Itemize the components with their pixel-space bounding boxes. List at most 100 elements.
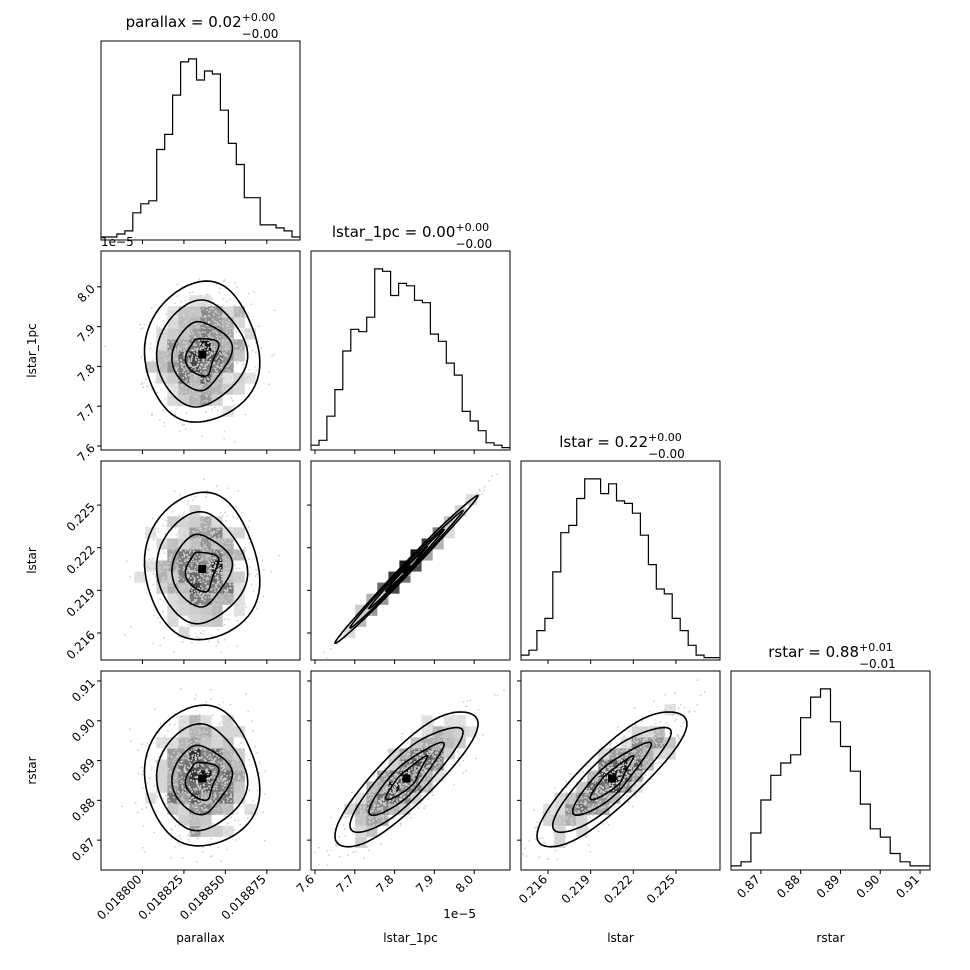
sample-point xyxy=(230,816,233,819)
sample-point xyxy=(424,768,427,771)
sample-point xyxy=(184,299,187,302)
sample-point xyxy=(162,548,164,551)
sample-point xyxy=(206,756,209,758)
sample-point xyxy=(214,564,217,566)
sample-point xyxy=(198,587,201,590)
density-cell xyxy=(178,715,190,727)
sample-point xyxy=(230,361,233,364)
sample-point xyxy=(238,349,241,352)
sample-point xyxy=(573,794,575,797)
sample-point xyxy=(179,763,182,766)
sample-point xyxy=(234,282,237,284)
sample-point xyxy=(189,543,192,546)
sample-point xyxy=(187,616,190,618)
y-tick-label: 8.0 xyxy=(75,282,98,305)
sample-point xyxy=(398,758,401,761)
sample-point xyxy=(233,311,235,314)
sample-point xyxy=(391,792,393,795)
sample-point xyxy=(422,754,425,757)
sample-point xyxy=(227,558,229,561)
density-cell xyxy=(664,704,676,716)
sample-point xyxy=(207,391,210,394)
sample-point xyxy=(446,755,448,758)
sample-point xyxy=(393,791,396,794)
sample-point xyxy=(216,808,219,810)
sample-point xyxy=(210,688,213,691)
sample-point xyxy=(167,562,169,565)
sample-point xyxy=(226,590,229,592)
sample-point xyxy=(168,328,171,330)
density-cell xyxy=(200,814,212,826)
sample-point xyxy=(205,559,208,561)
sample-point xyxy=(372,789,375,792)
sample-point xyxy=(403,768,406,771)
sample-point xyxy=(166,352,169,355)
sample-point xyxy=(428,751,431,754)
sample-point xyxy=(241,354,244,357)
sample-point xyxy=(212,772,215,774)
axes-frame xyxy=(520,460,721,661)
sample-point xyxy=(223,760,226,763)
sample-point xyxy=(355,829,358,832)
sample-point xyxy=(457,757,459,759)
sample-point xyxy=(408,796,410,799)
sample-point xyxy=(412,771,415,774)
density-cell xyxy=(233,383,245,395)
sample-point xyxy=(154,575,157,578)
sample-point xyxy=(207,314,210,317)
sample-point xyxy=(388,773,391,776)
sample-point xyxy=(192,530,194,532)
density-cell xyxy=(200,361,212,373)
sample-point xyxy=(400,796,402,798)
sample-point xyxy=(210,634,213,637)
sample-point xyxy=(358,817,361,820)
sample-point xyxy=(430,752,433,755)
sample-point xyxy=(190,759,193,762)
sample-point xyxy=(382,816,385,819)
density-cell xyxy=(388,759,400,771)
sample-point xyxy=(193,323,196,326)
sample-point xyxy=(204,315,206,318)
sample-point xyxy=(443,726,446,729)
sample-point xyxy=(223,575,226,578)
sample-point xyxy=(216,618,219,620)
sample-point xyxy=(491,475,494,477)
density-cell xyxy=(189,781,201,793)
sample-point xyxy=(453,743,456,746)
sample-point xyxy=(178,514,181,517)
sample-point xyxy=(162,567,165,569)
sample-point xyxy=(193,788,195,790)
sample-point xyxy=(221,349,224,352)
sample-point xyxy=(198,366,201,368)
sample-point xyxy=(219,511,222,514)
sample-point xyxy=(347,854,349,857)
sample-point xyxy=(188,329,191,331)
sample-point xyxy=(225,519,228,522)
sample-point xyxy=(227,720,229,722)
sample-point xyxy=(217,756,220,759)
sample-point xyxy=(178,326,181,329)
sample-point xyxy=(467,733,470,736)
sample-point xyxy=(231,538,234,541)
sample-point xyxy=(198,786,201,789)
sample-point xyxy=(213,547,216,550)
sample-point xyxy=(170,320,173,322)
sample-point xyxy=(195,759,197,761)
sample-point xyxy=(417,766,420,769)
sample-point xyxy=(169,620,172,623)
density-cell xyxy=(189,770,201,782)
sample-point xyxy=(168,323,171,326)
sample-point xyxy=(187,743,189,745)
sample-point xyxy=(373,804,376,807)
sample-point xyxy=(182,720,184,723)
sample-point xyxy=(422,735,424,737)
sample-point xyxy=(419,783,422,786)
sample-point xyxy=(226,592,229,595)
sample-point xyxy=(181,776,183,779)
sample-point xyxy=(425,788,428,790)
sample-point xyxy=(167,527,170,530)
sample-point xyxy=(232,573,235,576)
sample-point xyxy=(190,775,193,777)
sample-point xyxy=(431,749,434,751)
density-cell xyxy=(222,405,234,417)
